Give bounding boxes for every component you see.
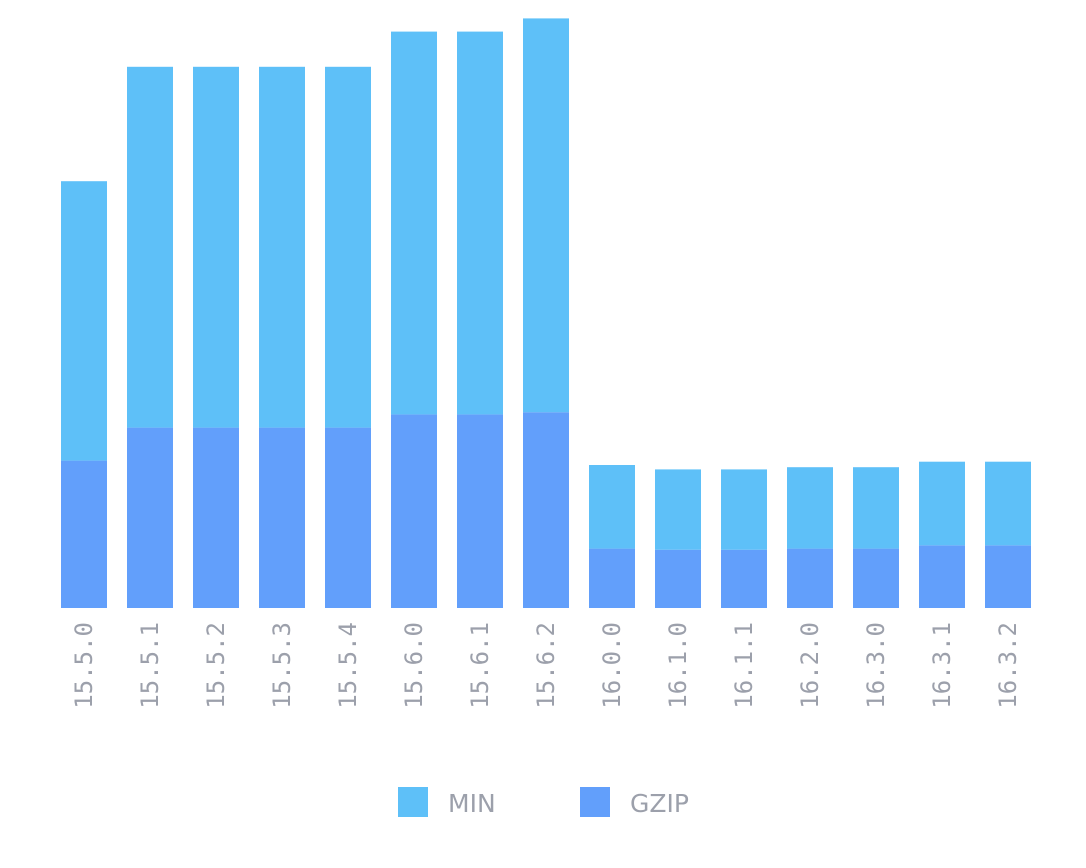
legend-label-min[interactable]: MIN: [448, 789, 496, 818]
x-tick-label: 15.5.1: [136, 622, 164, 709]
x-tick-label: 16.3.0: [862, 622, 890, 709]
bar-gzip-16-1-0[interactable]: [655, 549, 701, 608]
x-tick-label: 16.1.0: [664, 622, 692, 709]
bar-gzip-15-5-0[interactable]: [61, 460, 107, 608]
bar-min-15-5-0[interactable]: [61, 181, 107, 461]
x-tick-label: 15.5.3: [268, 622, 296, 709]
bars-layer: [61, 18, 1031, 608]
bar-min-16-3-2[interactable]: [985, 461, 1031, 546]
bar-gzip-16-3-1[interactable]: [919, 545, 965, 608]
bar-gzip-15-6-2[interactable]: [523, 412, 569, 608]
bar-min-15-5-3[interactable]: [259, 66, 305, 428]
bar-min-16-1-0[interactable]: [655, 469, 701, 550]
bar-min-15-5-1[interactable]: [127, 66, 173, 428]
bar-min-16-3-0[interactable]: [853, 467, 899, 549]
x-tick-label: 15.5.0: [70, 622, 98, 709]
bar-gzip-16-0-0[interactable]: [589, 548, 635, 608]
x-tick-label: 16.1.1: [730, 622, 758, 709]
bar-gzip-15-5-4[interactable]: [325, 427, 371, 608]
legend-swatch-min[interactable]: [398, 787, 428, 817]
bar-gzip-15-5-2[interactable]: [193, 427, 239, 608]
legend-label-gzip[interactable]: GZIP: [630, 789, 689, 818]
bar-gzip-16-1-1[interactable]: [721, 549, 767, 608]
x-tick-label: 16.2.0: [796, 622, 824, 709]
bar-gzip-15-5-1[interactable]: [127, 427, 173, 608]
bar-min-15-6-1[interactable]: [457, 31, 503, 415]
bar-min-16-3-1[interactable]: [919, 461, 965, 546]
bar-gzip-16-2-0[interactable]: [787, 548, 833, 608]
bar-gzip-16-3-2[interactable]: [985, 545, 1031, 608]
x-tick-label: 15.5.2: [202, 622, 230, 709]
bar-min-15-6-2[interactable]: [523, 18, 569, 413]
bar-min-16-2-0[interactable]: [787, 467, 833, 549]
bar-min-15-5-4[interactable]: [325, 66, 371, 428]
legend: MIN GZIP: [398, 787, 689, 818]
x-axis-tick-labels: 15.5.0 15.5.1 15.5.2 15.5.3 15.5.4 15.6.0 15.6…: [70, 622, 1022, 709]
bar-gzip-15-6-1[interactable]: [457, 414, 503, 608]
x-tick-label: 16.3.1: [928, 622, 956, 709]
x-tick-label: 15.6.1: [466, 622, 494, 709]
bar-gzip-16-3-0[interactable]: [853, 548, 899, 608]
legend-swatch-gzip[interactable]: [580, 787, 610, 817]
bar-gzip-15-6-0[interactable]: [391, 414, 437, 608]
bar-min-16-1-1[interactable]: [721, 469, 767, 550]
bar-min-16-0-0[interactable]: [589, 465, 635, 549]
x-tick-label: 16.0.0: [598, 622, 626, 709]
x-tick-label: 15.6.0: [400, 622, 428, 709]
bar-min-15-5-2[interactable]: [193, 66, 239, 428]
bar-gzip-15-5-3[interactable]: [259, 427, 305, 608]
x-tick-label: 15.6.2: [532, 622, 560, 709]
bar-min-15-6-0[interactable]: [391, 31, 437, 415]
x-tick-label: 16.3.2: [994, 622, 1022, 709]
x-tick-label: 15.5.4: [334, 622, 362, 709]
